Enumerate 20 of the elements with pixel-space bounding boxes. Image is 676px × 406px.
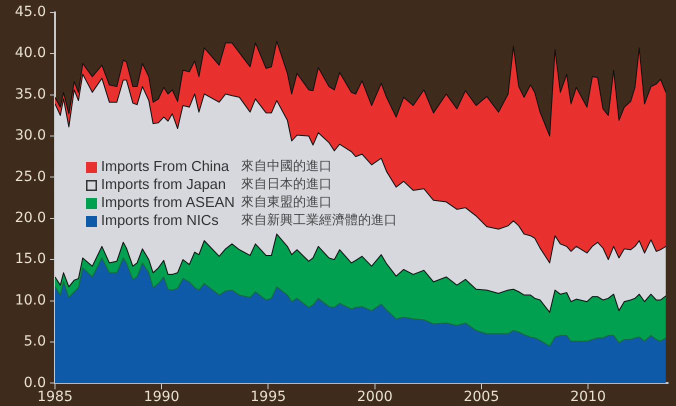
y-tick-label: 35.0 bbox=[14, 86, 46, 102]
x-tick-label: 1985 bbox=[37, 389, 73, 406]
x-tick-label: 2010 bbox=[570, 389, 606, 406]
y-tick-label: 40.0 bbox=[14, 45, 46, 62]
y-tick-label: 25.0 bbox=[14, 168, 46, 185]
legend-label: Imports From China 來自中國的進口 bbox=[101, 158, 333, 176]
y-tick-label: 45.0 bbox=[14, 4, 46, 20]
y-tick-label: 30.0 bbox=[14, 128, 46, 144]
legend-label: Imports from ASEAN 來自東盟的進口 bbox=[101, 194, 333, 212]
legend-label: Imports from Japan 來自日本的進口 bbox=[101, 176, 333, 194]
y-tick-label: 0.0 bbox=[24, 374, 46, 391]
y-tick-label: 10.0 bbox=[14, 292, 46, 308]
text: Imports from NICs 來自新興工業經濟體的進口 bbox=[101, 213, 397, 229]
x-tick-label: 1990 bbox=[144, 389, 180, 406]
y-tick-label: 15.0 bbox=[14, 251, 46, 268]
y-tick-label: 5.0 bbox=[24, 334, 46, 350]
x-tick-label: 2005 bbox=[464, 389, 500, 406]
y-tick-label: 20.0 bbox=[14, 210, 46, 226]
x-tick-label: 2000 bbox=[357, 389, 393, 406]
x-tick-label: 1995 bbox=[250, 389, 286, 406]
